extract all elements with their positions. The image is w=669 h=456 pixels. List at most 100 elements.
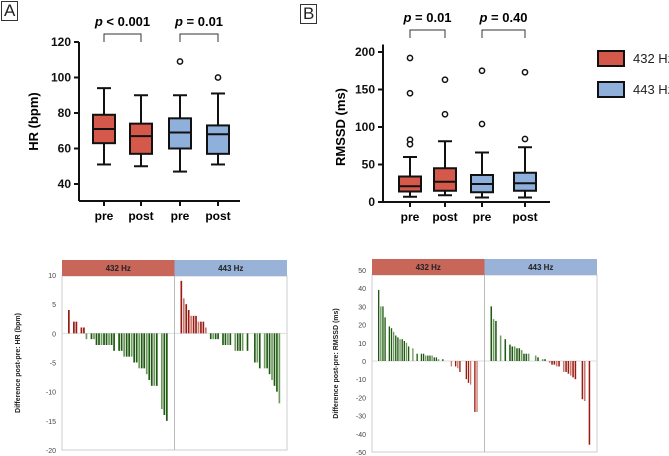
outlier-point <box>521 68 529 76</box>
x-tick-label: pre <box>401 210 420 224</box>
waterfall-bar <box>459 361 461 372</box>
waterfall-bar <box>153 333 156 386</box>
facet-header-label: 443 Hz <box>218 264 243 273</box>
waterfall-bar <box>209 333 212 340</box>
waterfall-bar <box>202 321 205 334</box>
x-tick-label: post <box>432 210 457 224</box>
y-axis-label: Difference post-pre: RMSSD (ms) <box>333 308 340 418</box>
waterfall-bar <box>534 355 537 361</box>
waterfall-bar <box>100 333 103 345</box>
legend-label: 432 Hz <box>633 51 669 66</box>
waterfall-bar <box>435 357 438 361</box>
waterfall-bar <box>135 333 138 363</box>
waterfall-bar <box>567 361 570 374</box>
waterfall-bar <box>431 355 433 361</box>
p-value-label: p = 0.01 <box>174 14 223 29</box>
waterfall-bar <box>544 359 546 361</box>
waterfall-bar <box>90 333 93 340</box>
waterfall-bar <box>239 333 241 351</box>
waterfall-bar <box>229 333 232 345</box>
waterfall-bar <box>518 348 521 361</box>
waterfall-bar <box>160 333 163 410</box>
y-tick-label: 50 <box>358 268 366 275</box>
waterfall-bar <box>123 333 125 357</box>
waterfall-bar <box>241 333 244 351</box>
waterfall-bar <box>450 361 453 367</box>
waterfall-bar <box>103 333 105 345</box>
waterfall-bar <box>427 355 429 361</box>
outlier-point <box>521 135 529 143</box>
waterfall-bar <box>212 333 215 340</box>
significance-bracket <box>179 33 219 42</box>
waterfall-bar <box>392 331 395 361</box>
waterfall-bar <box>581 361 584 400</box>
waterfall-bar <box>422 353 425 361</box>
waterfall-bar <box>525 353 528 361</box>
waterfall-bar <box>222 333 224 345</box>
facet-header-label: 432 Hz <box>106 264 131 273</box>
waterfall-bar <box>165 333 168 421</box>
waterfall-bar <box>197 321 200 334</box>
box <box>129 122 153 155</box>
y-tick-label: -10 <box>46 390 56 397</box>
waterfall-bar <box>476 361 478 412</box>
waterfall-bar <box>520 350 523 361</box>
waterfall-bar <box>140 333 143 369</box>
outlier-point <box>478 67 486 75</box>
waterfall-bar <box>276 333 278 392</box>
waterfall-bar <box>513 346 516 361</box>
waterfall-bar <box>548 361 551 363</box>
outlier-point <box>441 110 449 118</box>
waterfall-bar <box>399 339 401 361</box>
waterfall-bar <box>433 357 435 361</box>
panel-label-b: B <box>300 4 318 24</box>
waterfall-bar <box>388 326 391 361</box>
waterfall-bar <box>412 348 414 361</box>
legend-label: 443 Hz <box>633 82 669 97</box>
waterfall-bar <box>85 333 88 340</box>
waterfall-bar <box>405 342 408 361</box>
box <box>206 124 230 155</box>
facet-header <box>174 260 287 276</box>
waterfall-bar <box>113 333 115 351</box>
waterfall-bar <box>138 333 141 369</box>
waterfall-bar <box>380 306 382 361</box>
waterfall-bar <box>217 333 219 340</box>
waterfall-bar <box>565 361 567 372</box>
y-tick-label: 150 <box>355 83 375 97</box>
waterfall-bar <box>108 333 110 345</box>
waterfall-bar <box>555 361 558 367</box>
outlier-point <box>176 58 184 65</box>
waterfall-bar <box>492 319 495 361</box>
y-tick-label: 10 <box>358 341 366 348</box>
waterfall-bar <box>150 333 153 386</box>
waterfall-bar <box>263 333 266 369</box>
y-tick-label: 80 <box>58 106 72 120</box>
y-tick-label: 40 <box>358 286 366 293</box>
y-tick-label: 0 <box>368 195 375 209</box>
waterfall-bar <box>95 333 98 345</box>
y-tick-label: 0 <box>52 331 56 338</box>
waterfall-bar <box>469 361 472 385</box>
y-tick-label: 200 <box>355 45 375 59</box>
waterfall-bar <box>200 321 202 334</box>
waterfall-bar <box>558 361 560 367</box>
waterfall-bar <box>454 361 457 367</box>
waterfall-bar <box>572 361 574 378</box>
outlier-point <box>441 76 449 84</box>
waterfall-bar <box>205 327 207 334</box>
y-tick-label: 120 <box>51 35 71 49</box>
waterfall-bar <box>490 306 493 361</box>
waterfall-bar <box>258 333 261 369</box>
waterfall-bar <box>551 361 553 365</box>
waterfall-bar <box>214 333 217 340</box>
waterfall-bar <box>378 290 380 361</box>
waterfall-bar <box>425 355 427 361</box>
waterfall-bar <box>537 357 539 361</box>
waterfall-bar <box>143 333 146 369</box>
waterfall-bar <box>390 328 393 361</box>
waterfall-bar <box>401 339 403 361</box>
y-axis-label: HR (bpm) <box>26 92 41 151</box>
waterfall-bar <box>397 337 399 361</box>
